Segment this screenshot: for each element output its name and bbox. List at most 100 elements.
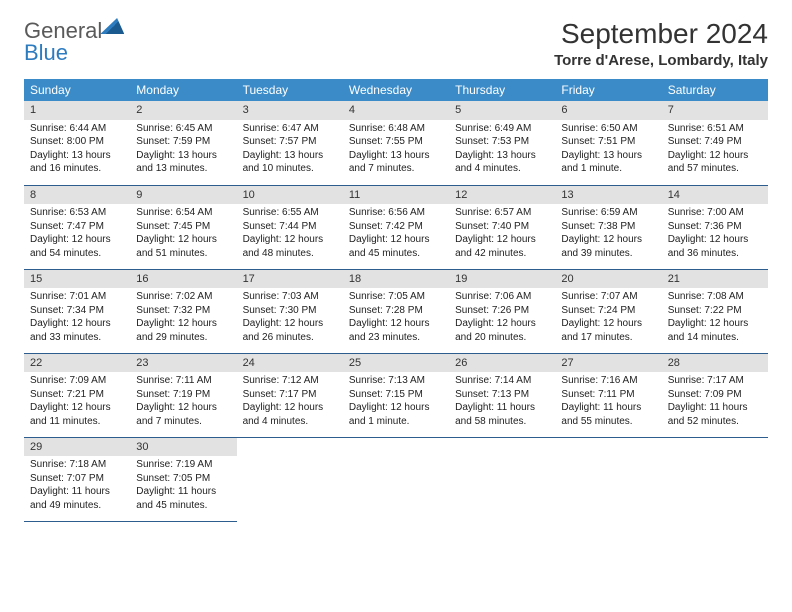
day-cell: 26Sunrise: 7:14 AMSunset: 7:13 PMDayligh… [449,353,555,437]
day-cell: 27Sunrise: 7:16 AMSunset: 7:11 PMDayligh… [555,353,661,437]
day-cell: 23Sunrise: 7:11 AMSunset: 7:19 PMDayligh… [130,353,236,437]
day-cell: 25Sunrise: 7:13 AMSunset: 7:15 PMDayligh… [343,353,449,437]
day-details: Sunrise: 7:13 AMSunset: 7:15 PMDaylight:… [343,372,449,432]
sunrise-line: Sunrise: 7:14 AM [455,374,549,388]
sunset-line: Sunset: 7:34 PM [30,304,124,318]
sunrise-line: Sunrise: 7:17 AM [668,374,762,388]
sunset-line: Sunset: 7:05 PM [136,472,230,486]
day-details: Sunrise: 6:45 AMSunset: 7:59 PMDaylight:… [130,120,236,180]
daylight-line: Daylight: 11 hours and 45 minutes. [136,485,230,512]
day-details: Sunrise: 7:07 AMSunset: 7:24 PMDaylight:… [555,288,661,348]
day-details: Sunrise: 7:06 AMSunset: 7:26 PMDaylight:… [449,288,555,348]
sunset-line: Sunset: 7:28 PM [349,304,443,318]
sunrise-line: Sunrise: 7:16 AM [561,374,655,388]
day-cell: 24Sunrise: 7:12 AMSunset: 7:17 PMDayligh… [237,353,343,437]
month-title: September 2024 [554,18,768,50]
sunset-line: Sunset: 7:57 PM [243,135,337,149]
daylight-line: Daylight: 13 hours and 7 minutes. [349,149,443,176]
day-cell [343,437,449,521]
day-cell [662,437,768,521]
daylight-line: Daylight: 12 hours and 42 minutes. [455,233,549,260]
day-details: Sunrise: 6:55 AMSunset: 7:44 PMDaylight:… [237,204,343,264]
sunrise-line: Sunrise: 6:54 AM [136,206,230,220]
sunset-line: Sunset: 7:07 PM [30,472,124,486]
day-cell: 29Sunrise: 7:18 AMSunset: 7:07 PMDayligh… [24,437,130,521]
day-cell: 9Sunrise: 6:54 AMSunset: 7:45 PMDaylight… [130,185,236,269]
day-cell: 1Sunrise: 6:44 AMSunset: 8:00 PMDaylight… [24,101,130,185]
day-number: 27 [555,354,661,373]
day-number: 1 [24,101,130,120]
day-cell: 14Sunrise: 7:00 AMSunset: 7:36 PMDayligh… [662,185,768,269]
sunset-line: Sunset: 7:22 PM [668,304,762,318]
day-details: Sunrise: 6:59 AMSunset: 7:38 PMDaylight:… [555,204,661,264]
day-number: 21 [662,270,768,289]
daylight-line: Daylight: 12 hours and 36 minutes. [668,233,762,260]
weekday-header-row: Sunday Monday Tuesday Wednesday Thursday… [24,79,768,101]
day-cell [555,437,661,521]
day-details: Sunrise: 7:09 AMSunset: 7:21 PMDaylight:… [24,372,130,432]
day-cell: 8Sunrise: 6:53 AMSunset: 7:47 PMDaylight… [24,185,130,269]
weekday-friday: Friday [555,79,661,101]
sunset-line: Sunset: 7:19 PM [136,388,230,402]
day-cell: 28Sunrise: 7:17 AMSunset: 7:09 PMDayligh… [662,353,768,437]
day-cell [237,437,343,521]
day-cell: 13Sunrise: 6:59 AMSunset: 7:38 PMDayligh… [555,185,661,269]
day-number: 6 [555,101,661,120]
sunrise-line: Sunrise: 6:51 AM [668,122,762,136]
weekday-wednesday: Wednesday [343,79,449,101]
day-number: 15 [24,270,130,289]
calendar-table: Sunday Monday Tuesday Wednesday Thursday… [24,79,768,522]
day-details: Sunrise: 6:57 AMSunset: 7:40 PMDaylight:… [449,204,555,264]
title-block: September 2024 Torre d'Arese, Lombardy, … [554,18,768,69]
daylight-line: Daylight: 12 hours and 1 minute. [349,401,443,428]
sunrise-line: Sunrise: 7:12 AM [243,374,337,388]
day-cell: 16Sunrise: 7:02 AMSunset: 7:32 PMDayligh… [130,269,236,353]
sunset-line: Sunset: 8:00 PM [30,135,124,149]
daylight-line: Daylight: 12 hours and 45 minutes. [349,233,443,260]
sunset-line: Sunset: 7:38 PM [561,220,655,234]
day-number: 16 [130,270,236,289]
sunrise-line: Sunrise: 7:11 AM [136,374,230,388]
day-cell: 12Sunrise: 6:57 AMSunset: 7:40 PMDayligh… [449,185,555,269]
day-number: 8 [24,186,130,205]
sunset-line: Sunset: 7:59 PM [136,135,230,149]
day-number: 7 [662,101,768,120]
daylight-line: Daylight: 11 hours and 49 minutes. [30,485,124,512]
daylight-line: Daylight: 13 hours and 10 minutes. [243,149,337,176]
day-number: 9 [130,186,236,205]
day-number: 29 [24,438,130,457]
day-number: 14 [662,186,768,205]
day-cell [449,437,555,521]
sunset-line: Sunset: 7:21 PM [30,388,124,402]
day-cell: 21Sunrise: 7:08 AMSunset: 7:22 PMDayligh… [662,269,768,353]
day-details: Sunrise: 7:08 AMSunset: 7:22 PMDaylight:… [662,288,768,348]
sunset-line: Sunset: 7:30 PM [243,304,337,318]
sunset-line: Sunset: 7:26 PM [455,304,549,318]
sunrise-line: Sunrise: 6:47 AM [243,122,337,136]
sunrise-line: Sunrise: 7:05 AM [349,290,443,304]
daylight-line: Daylight: 12 hours and 54 minutes. [30,233,124,260]
day-number: 19 [449,270,555,289]
day-details: Sunrise: 6:51 AMSunset: 7:49 PMDaylight:… [662,120,768,180]
day-number: 17 [237,270,343,289]
daylight-line: Daylight: 12 hours and 29 minutes. [136,317,230,344]
day-details: Sunrise: 7:03 AMSunset: 7:30 PMDaylight:… [237,288,343,348]
sunrise-line: Sunrise: 7:13 AM [349,374,443,388]
daylight-line: Daylight: 12 hours and 48 minutes. [243,233,337,260]
day-number: 4 [343,101,449,120]
week-row: 1Sunrise: 6:44 AMSunset: 8:00 PMDaylight… [24,101,768,185]
day-cell: 18Sunrise: 7:05 AMSunset: 7:28 PMDayligh… [343,269,449,353]
sunrise-line: Sunrise: 6:56 AM [349,206,443,220]
sunset-line: Sunset: 7:47 PM [30,220,124,234]
sunrise-line: Sunrise: 7:19 AM [136,458,230,472]
day-details: Sunrise: 6:54 AMSunset: 7:45 PMDaylight:… [130,204,236,264]
day-cell: 20Sunrise: 7:07 AMSunset: 7:24 PMDayligh… [555,269,661,353]
day-details: Sunrise: 7:14 AMSunset: 7:13 PMDaylight:… [449,372,555,432]
daylight-line: Daylight: 12 hours and 4 minutes. [243,401,337,428]
weekday-sunday: Sunday [24,79,130,101]
day-details: Sunrise: 7:17 AMSunset: 7:09 PMDaylight:… [662,372,768,432]
week-row: 15Sunrise: 7:01 AMSunset: 7:34 PMDayligh… [24,269,768,353]
day-cell: 17Sunrise: 7:03 AMSunset: 7:30 PMDayligh… [237,269,343,353]
daylight-line: Daylight: 11 hours and 58 minutes. [455,401,549,428]
sunrise-line: Sunrise: 7:07 AM [561,290,655,304]
